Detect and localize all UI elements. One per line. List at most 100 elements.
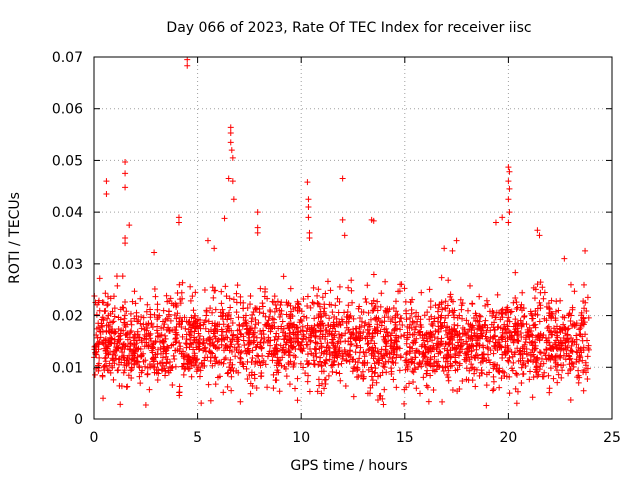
data-point: [528, 328, 535, 335]
data-point: [304, 303, 311, 310]
data-point: [162, 372, 169, 379]
data-point: [401, 400, 408, 407]
data-point: [447, 293, 454, 300]
data-point: [212, 306, 219, 313]
data-point: [407, 315, 414, 322]
data-point: [575, 379, 582, 386]
data-point: [442, 314, 449, 321]
data-point: [176, 383, 183, 390]
data-point: [576, 374, 583, 381]
data-point: [458, 306, 465, 313]
data-point: [483, 329, 490, 336]
data-point: [139, 367, 146, 374]
data-point: [554, 346, 561, 353]
data-point: [444, 371, 451, 378]
data-point: [113, 273, 120, 280]
data-point: [101, 355, 108, 362]
data-point: [286, 323, 293, 330]
data-point: [98, 322, 105, 329]
data-point: [508, 365, 515, 372]
data-point: [235, 314, 242, 321]
data-point: [258, 372, 265, 379]
data-point: [182, 340, 189, 347]
data-point: [259, 359, 266, 366]
data-point: [95, 297, 102, 304]
data-point: [307, 337, 314, 344]
data-point: [405, 359, 412, 366]
data-point: [580, 314, 587, 321]
data-point: [271, 319, 278, 326]
data-point: [228, 327, 235, 334]
grid-lines: [94, 57, 612, 419]
data-point: [197, 325, 204, 332]
data-point: [331, 345, 338, 352]
data-point: [370, 297, 377, 304]
data-point: [319, 294, 326, 301]
data-point: [321, 348, 328, 355]
data-point: [382, 339, 389, 346]
data-point: [502, 338, 509, 345]
data-point: [198, 359, 205, 366]
data-point: [454, 388, 461, 395]
data-point: [221, 347, 228, 354]
data-point: [127, 340, 134, 347]
data-point: [247, 390, 254, 397]
data-point: [211, 328, 218, 335]
data-point: [205, 318, 212, 325]
data-point: [221, 215, 228, 222]
data-point: [431, 315, 438, 322]
data-point: [517, 350, 524, 357]
data-point: [325, 372, 332, 379]
data-point: [260, 310, 267, 317]
data-point: [547, 365, 554, 372]
data-point: [229, 178, 236, 185]
data-point: [499, 214, 506, 221]
data-point: [580, 344, 587, 351]
data-point: [471, 370, 478, 377]
data-point: [155, 366, 162, 373]
data-point: [227, 304, 234, 311]
data-point: [122, 235, 129, 241]
data-point: [184, 62, 191, 69]
data-point: [211, 245, 218, 252]
data-point: [573, 358, 580, 365]
data-point: [427, 298, 434, 305]
data-point: [299, 348, 306, 355]
data-point: [124, 330, 131, 337]
data-point: [168, 364, 175, 371]
data-point: [224, 323, 231, 330]
data-point: [315, 376, 322, 383]
data-point: [147, 335, 154, 342]
data-point: [468, 361, 475, 368]
data-point: [454, 322, 461, 329]
data-point: [525, 328, 532, 335]
data-point: [359, 360, 366, 367]
data-point: [316, 320, 323, 327]
data-point: [328, 301, 335, 308]
data-point: [248, 369, 255, 376]
data-point: [206, 347, 213, 354]
data-point: [421, 312, 428, 319]
data-point: [433, 358, 440, 365]
data-point: [540, 332, 547, 339]
data-point: [103, 191, 110, 198]
data-point: [530, 374, 537, 381]
data-point: [225, 175, 232, 182]
data-point: [170, 352, 177, 359]
data-point: [337, 322, 344, 329]
data-point: [177, 300, 184, 307]
data-point: [342, 382, 349, 389]
data-point: [502, 351, 509, 358]
data-point: [495, 309, 502, 316]
data-point: [120, 369, 127, 376]
data-point: [316, 303, 323, 310]
data-point: [243, 365, 250, 372]
data-point: [499, 329, 506, 336]
data-point: [204, 237, 211, 244]
data-point: [430, 387, 437, 394]
data-point: [451, 327, 458, 334]
data-point: [534, 227, 541, 234]
data-point: [100, 395, 107, 402]
data-point: [505, 314, 512, 321]
data-point: [445, 351, 452, 358]
